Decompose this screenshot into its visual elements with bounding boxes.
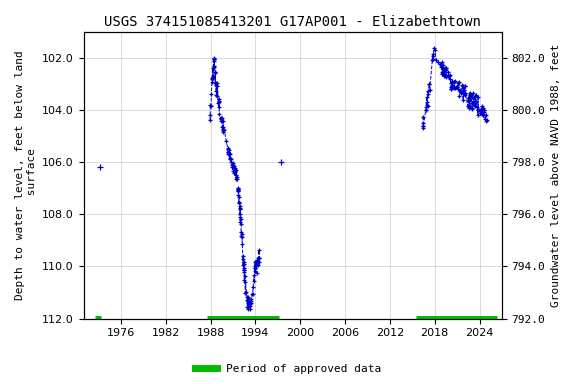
Legend: Period of approved data: Period of approved data <box>191 359 385 379</box>
Title: USGS 374151085413201 G17AP001 - Elizabethtown: USGS 374151085413201 G17AP001 - Elizabet… <box>104 15 481 29</box>
Y-axis label: Depth to water level, feet below land
 surface: Depth to water level, feet below land su… <box>15 50 37 300</box>
Y-axis label: Groundwater level above NAVD 1988, feet: Groundwater level above NAVD 1988, feet <box>551 43 561 307</box>
